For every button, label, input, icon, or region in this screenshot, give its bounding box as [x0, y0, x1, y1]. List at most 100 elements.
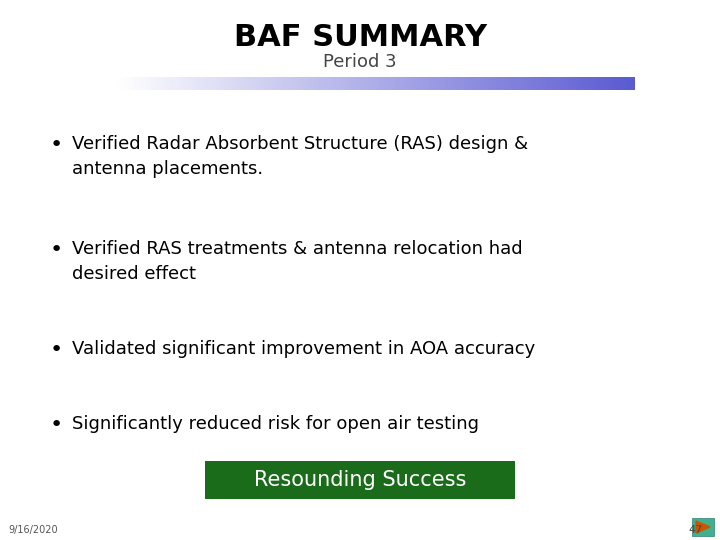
Bar [364, 77, 366, 90]
Text: 9/16/2020: 9/16/2020 [8, 525, 58, 535]
Bar [202, 77, 203, 90]
FancyBboxPatch shape [692, 518, 714, 536]
Bar [278, 77, 279, 90]
Bar [259, 77, 261, 90]
Bar [387, 77, 389, 90]
Bar [184, 77, 186, 90]
Bar [496, 77, 498, 90]
Bar [616, 77, 618, 90]
Bar [252, 77, 253, 90]
Bar [212, 77, 214, 90]
Bar [526, 77, 528, 90]
Bar [624, 77, 626, 90]
Bar [285, 77, 287, 90]
Bar [524, 77, 526, 90]
Bar [241, 77, 243, 90]
Bar [401, 77, 402, 90]
Bar [356, 77, 358, 90]
Bar [366, 77, 368, 90]
Bar [482, 77, 484, 90]
Bar [576, 77, 578, 90]
Bar [385, 77, 387, 90]
Bar [276, 77, 278, 90]
Bar [224, 77, 226, 90]
Bar [408, 77, 410, 90]
Bar [604, 77, 606, 90]
Bar [354, 77, 356, 90]
Bar [529, 77, 531, 90]
Bar [192, 77, 193, 90]
Bar [564, 77, 566, 90]
Bar [541, 77, 543, 90]
Bar [464, 77, 465, 90]
Bar [287, 77, 288, 90]
Bar [534, 77, 536, 90]
Bar [517, 77, 519, 90]
Text: •: • [50, 135, 63, 155]
Bar [543, 77, 545, 90]
Bar [138, 77, 139, 90]
Bar [522, 77, 524, 90]
Bar [465, 77, 467, 90]
Bar [372, 77, 373, 90]
Bar [571, 77, 572, 90]
Bar [550, 77, 552, 90]
Bar [115, 77, 117, 90]
Bar [580, 77, 581, 90]
Bar [451, 77, 453, 90]
Bar [215, 77, 217, 90]
Bar [353, 77, 354, 90]
Bar [283, 77, 285, 90]
Bar [507, 77, 508, 90]
Bar [358, 77, 359, 90]
Bar [503, 77, 505, 90]
Text: BAF SUMMARY: BAF SUMMARY [233, 24, 487, 52]
Bar [134, 77, 136, 90]
Bar [309, 77, 311, 90]
Bar [490, 77, 491, 90]
Bar [588, 77, 590, 90]
Bar [481, 77, 482, 90]
Polygon shape [696, 521, 710, 533]
Bar [426, 77, 427, 90]
Bar [266, 77, 268, 90]
Bar [332, 77, 333, 90]
Bar [141, 77, 143, 90]
Bar [380, 77, 382, 90]
Bar [119, 77, 120, 90]
Bar [428, 77, 431, 90]
Bar [130, 77, 132, 90]
Bar [233, 77, 235, 90]
Bar [597, 77, 598, 90]
Bar [569, 77, 571, 90]
Bar [455, 77, 456, 90]
Bar [315, 77, 316, 90]
Bar [436, 77, 438, 90]
Bar [467, 77, 469, 90]
Bar [396, 77, 397, 90]
Bar [257, 77, 259, 90]
Bar [230, 77, 231, 90]
Bar [441, 77, 443, 90]
Bar [621, 77, 623, 90]
Bar [595, 77, 597, 90]
Bar [231, 77, 233, 90]
Bar [306, 77, 307, 90]
Text: •: • [50, 240, 63, 260]
Bar [155, 77, 157, 90]
Bar [487, 77, 490, 90]
Bar [153, 77, 155, 90]
Bar [443, 77, 444, 90]
Bar [297, 77, 299, 90]
Bar [587, 77, 588, 90]
Bar [217, 77, 219, 90]
Bar [207, 77, 209, 90]
Bar [370, 77, 372, 90]
Bar [486, 77, 487, 90]
Bar [344, 77, 346, 90]
Bar [512, 77, 513, 90]
Bar [423, 77, 426, 90]
Bar [320, 77, 321, 90]
Bar [361, 77, 363, 90]
Bar [274, 77, 276, 90]
